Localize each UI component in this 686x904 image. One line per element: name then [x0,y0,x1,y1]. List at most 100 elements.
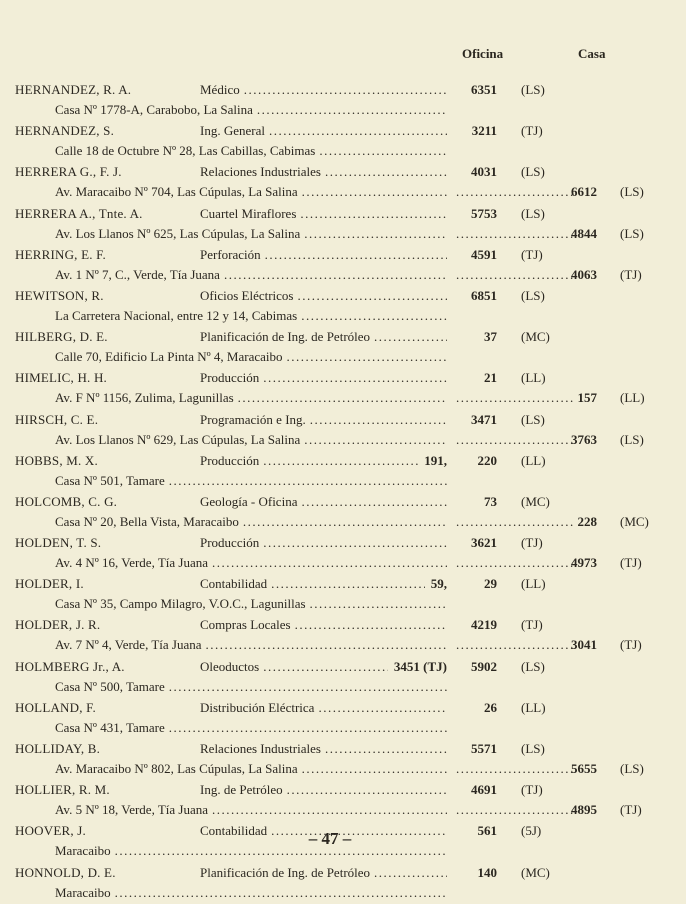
dot-leader [269,121,447,141]
office-code: (MC) [521,329,550,345]
office-code: (TJ) [521,246,543,262]
dot-leader [325,162,447,182]
directory-entry: HERNANDEZ, R. A. Médico 6351 (LS) Casa N… [0,80,686,121]
office-code: (LS) [521,287,545,303]
office-phone: 4591 [471,246,497,262]
entry-department: Programación e Ing. [200,410,447,430]
dot-leader [456,224,574,244]
entry-department: Producción [200,368,447,388]
entry-name: HOLLAND, F. [15,699,96,715]
directory-entry: HERNANDEZ, S. Ing. General 3211 (TJ) Cal… [0,121,686,162]
office-code: (TJ) [521,123,543,139]
office-code: (LL) [521,452,546,468]
dot-leader [295,615,447,635]
dot-leader [287,780,447,800]
entry-department: Relaciones Industriales [200,739,447,759]
directory-entry: HOLLIER, R. M. Ing. de Petróleo 4691 (TJ… [0,780,686,821]
column-header-oficina: Oficina [462,46,504,61]
home-code: (LL) [620,390,645,406]
entry-department: Oleoductos 3451 (TJ) [200,657,447,677]
entry-address: Casa Nº 431, Tamare [55,718,447,738]
home-phone: 4063 [571,266,597,282]
directory-entry: HONNOLD, D. E. Planificación de Ing. de … [0,863,686,904]
office-phone: 29 [484,576,497,592]
office-phone: 3211 [471,123,497,139]
entry-name: HIMELIC, H. H. [15,370,107,386]
office-code: (LL) [521,576,546,592]
dot-leader [374,327,447,347]
dot-leader [456,635,574,655]
extra-phone: 191, [424,452,447,468]
address-text: Maracaibo [55,843,111,859]
address-text: Casa Nº 431, Tamare [55,719,165,735]
address-text: Av. Maracaibo Nº 802, Las Cúpulas, La Sa… [55,761,298,776]
address-text: Calle 18 de Octubre Nº 28, Las Cabillas,… [55,143,316,159]
dot-leader [263,451,418,471]
entry-name: HOOVER, J. [15,823,86,839]
address-text: Calle 70, Edificio La Pinta Nº 4, Maraca… [55,349,283,365]
home-code: (TJ) [620,802,642,818]
office-code: (LS) [521,741,545,756]
address-text: Av. F Nº 1156, Zulima, Lagunillas [55,390,234,406]
department-text: Oleoductos [200,658,260,674]
directory-entry: HOLLIDAY, B. Relaciones Industriales 557… [0,739,686,780]
department-text: Compras Locales [200,617,291,633]
entry-name: HIRSCH, C. E. [15,411,99,427]
entry-address: Maracaibo [55,841,447,861]
office-phone: 220 [477,452,498,468]
address-text: Av. 7 Nº 4, Verde, Tía Juana [55,637,202,653]
home-code: (LS) [620,184,644,200]
directory-entry: HOLDEN, T. S. Producción 3621 (TJ) Av. 4… [0,533,686,574]
dot-leader [115,883,447,903]
department-text: Producción [200,452,260,468]
dot-leader [263,657,388,677]
entry-address: Av. 4 Nº 16, Verde, Tía Juana [55,553,447,573]
extra-phone: 3451 (TJ) [393,658,447,674]
dot-leader [325,739,447,759]
department-text: Geología - Oficina [200,493,298,509]
extra-phone: 59, [430,576,447,592]
address-text: Av. 5 Nº 18, Verde, Tía Juana [55,802,209,818]
dot-leader [263,368,447,388]
dot-leader [456,759,574,779]
entry-department: Cuartel Miraflores [200,204,447,224]
directory-entry: HERRERA G., F. J. Relaciones Industriale… [0,162,686,203]
office-phone: 26 [484,699,497,715]
office-code: (LS) [521,82,545,97]
entry-address: Casa Nº 500, Tamare [55,677,447,697]
home-phone: 3041 [571,637,597,653]
home-phone: 157 [577,390,598,406]
dot-leader [257,100,447,120]
office-phone: 4031 [471,164,497,180]
dot-leader [206,635,447,655]
office-phone: 5571 [471,741,497,756]
entry-address: Maracaibo [55,883,447,903]
entry-department: Compras Locales [200,615,447,635]
office-phone: 6351 [471,82,497,97]
home-phone: 4895 [571,802,597,818]
entry-department: Ing. General [200,121,447,141]
directory-entry: HOOVER, J. Contabilidad 561 (5J) Maracai… [0,821,686,862]
office-code: (LL) [521,370,546,386]
directory-list: HERNANDEZ, R. A. Médico 6351 (LS) Casa N… [0,80,686,904]
entry-address: Casa Nº 1778-A, Carabobo, La Salina [55,100,447,120]
entry-department: Geología - Oficina [200,492,447,512]
entry-name: HOLDER, J. R. [15,617,101,633]
directory-entry: HOLMBERG Jr., A. Oleoductos 3451 (TJ) 59… [0,657,686,698]
home-phone: 5655 [571,761,597,776]
office-phone: 21 [484,370,497,386]
entry-department: Médico [200,80,447,100]
office-phone: 5902 [471,658,497,674]
dot-leader [456,553,574,573]
entry-address: Av. F Nº 1156, Zulima, Lagunillas [55,388,447,408]
office-code: (TJ) [521,617,543,633]
entry-name: HOLDER, I. [15,576,84,592]
dot-leader [169,677,447,697]
home-phone: 3763 [571,431,597,447]
entry-department: Contabilidad [200,821,447,841]
department-text: Cuartel Miraflores [200,205,297,221]
address-text: Casa Nº 35, Campo Milagro, V.O.C., Lagun… [55,596,306,612]
entry-name: HOLDEN, T. S. [15,535,102,551]
directory-entry: HOLCOMB, C. G. Geología - Oficina 73 (MC… [0,492,686,533]
dot-leader [212,553,447,573]
